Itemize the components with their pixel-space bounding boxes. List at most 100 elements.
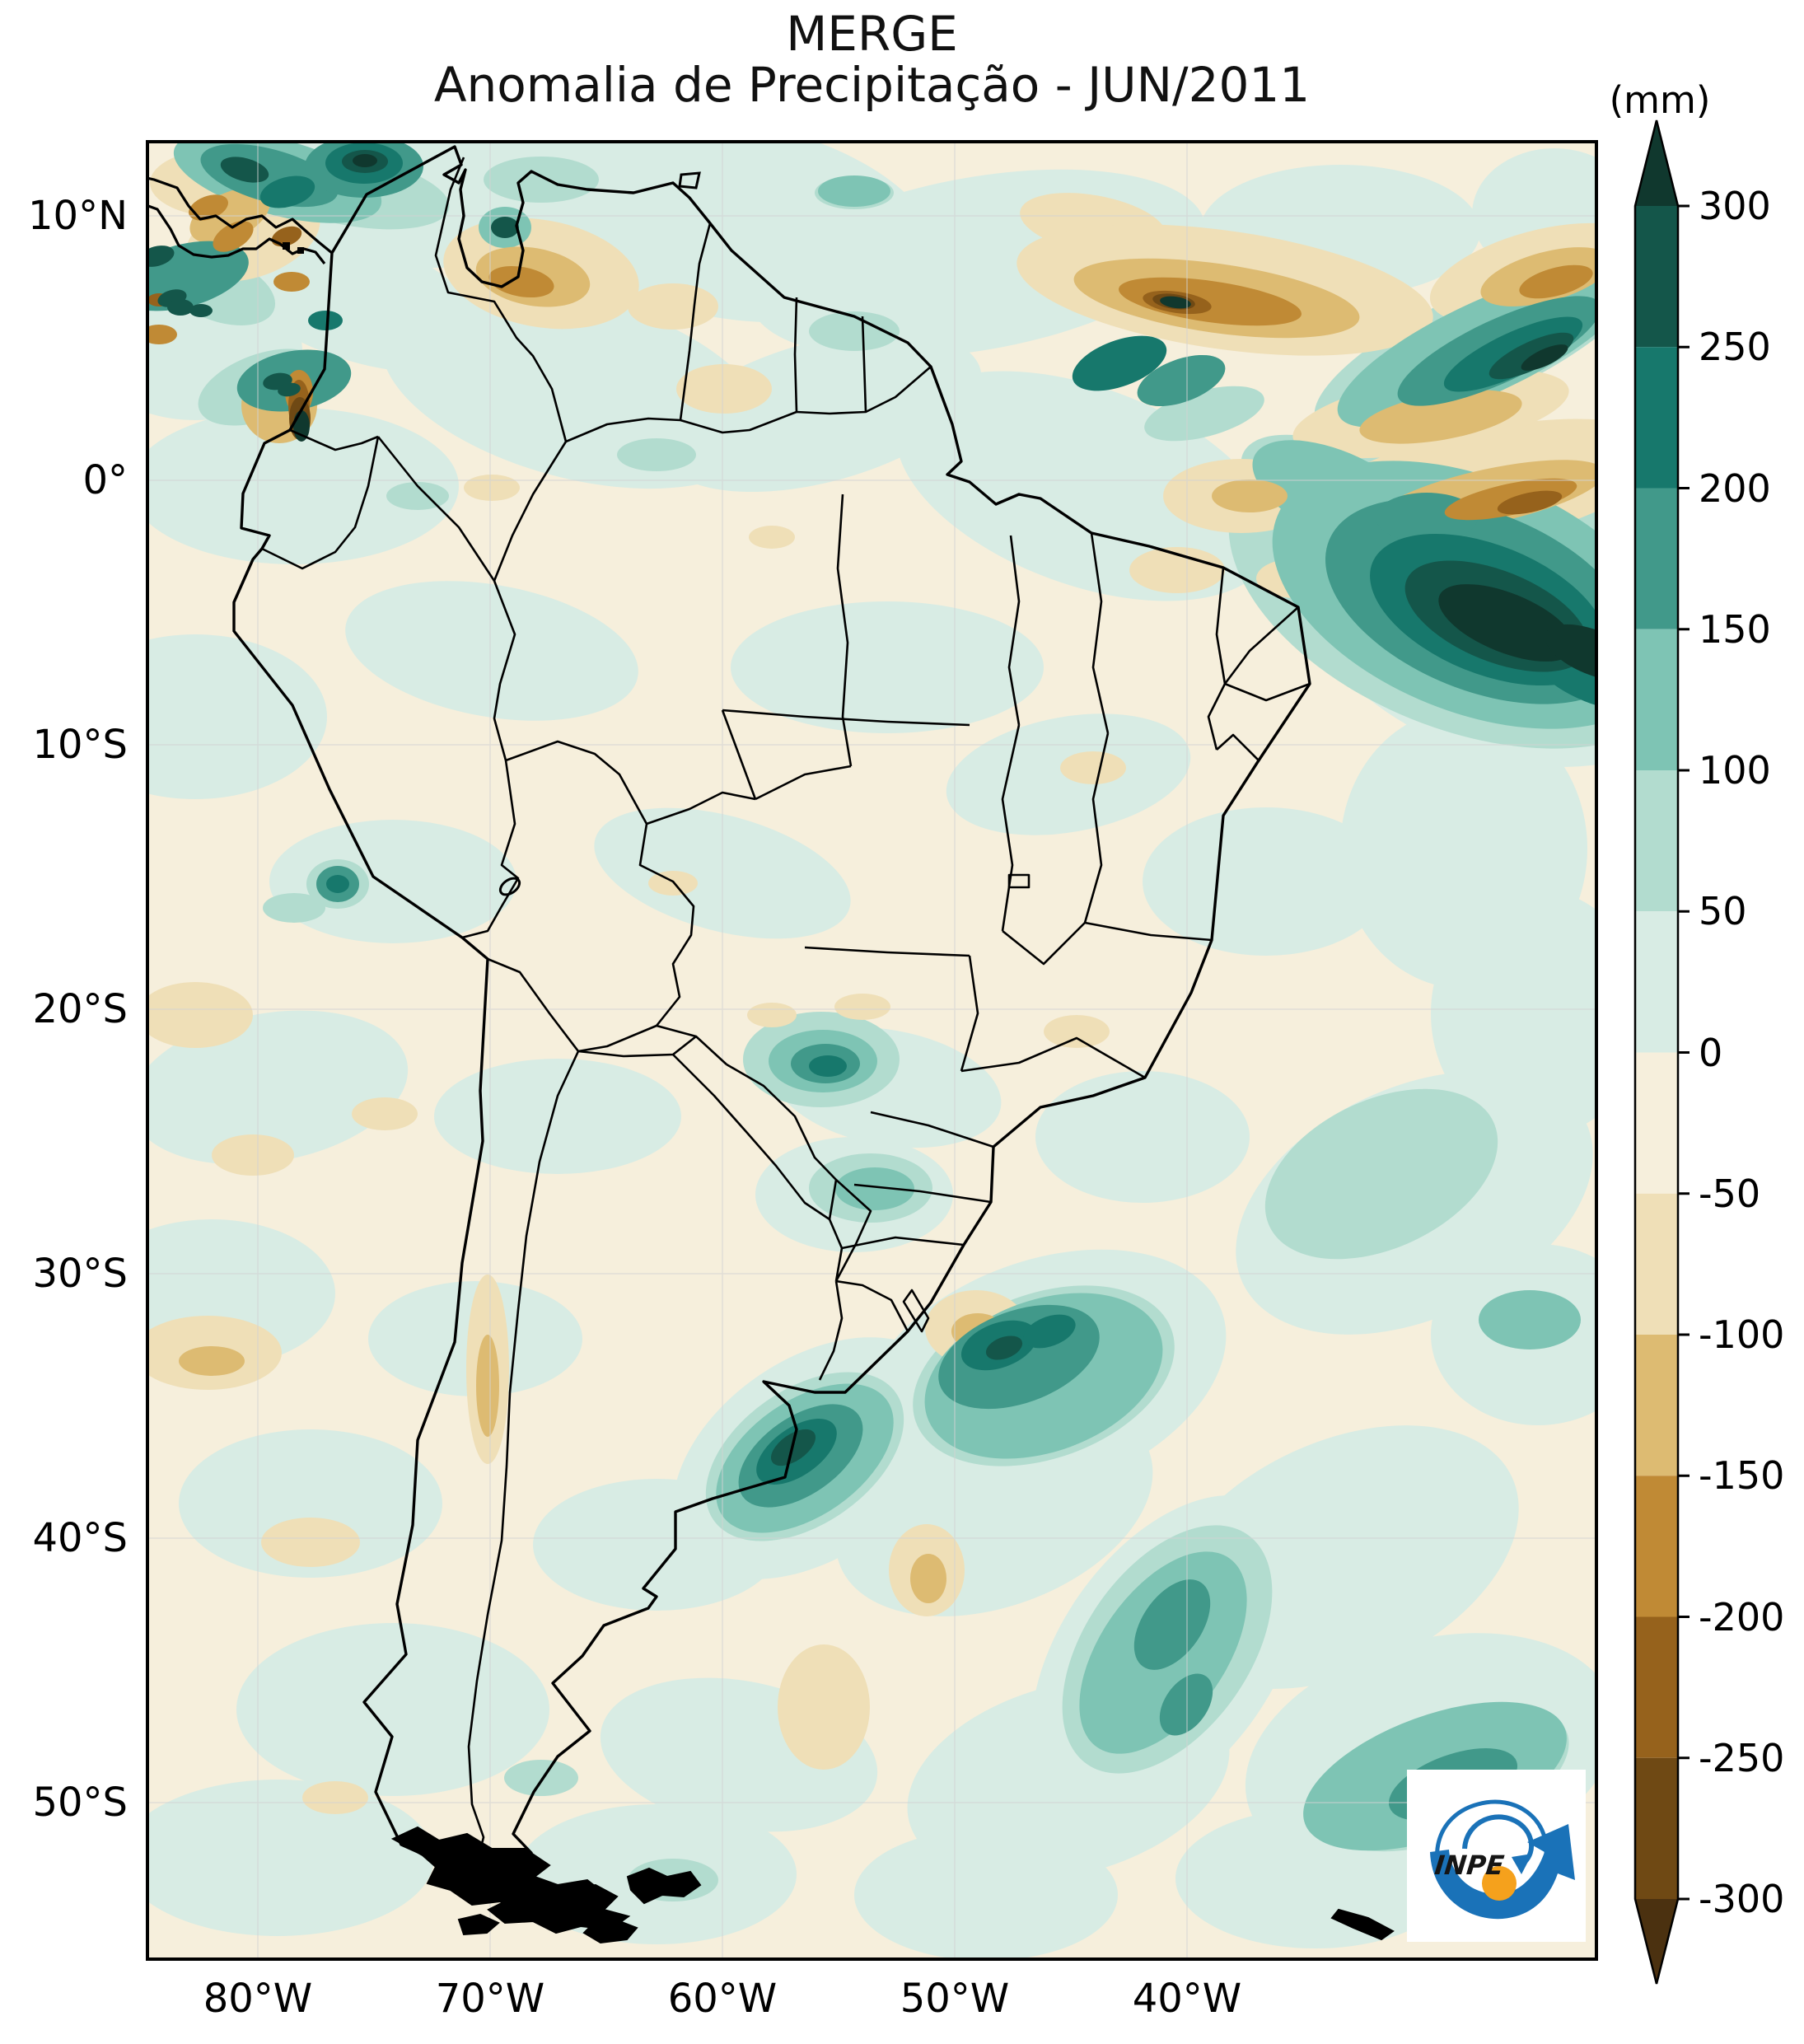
political-border	[804, 946, 970, 957]
political-border	[577, 1035, 697, 1058]
anomaly-contour-blob	[261, 1518, 360, 1567]
lake-titicaca	[498, 877, 521, 896]
political-border	[577, 1024, 657, 1053]
anomaly-contour-blob	[308, 311, 343, 330]
anomaly-contour-blob	[259, 175, 315, 208]
political-border	[672, 1054, 844, 1282]
political-border	[434, 157, 568, 442]
anomaly-contour-blob	[220, 157, 269, 183]
logo-outer-swirl	[1435, 1799, 1549, 1897]
political-border	[861, 316, 867, 413]
panama-lake-mark	[297, 247, 304, 254]
map-panel	[146, 140, 1598, 1961]
political-border	[1215, 567, 1227, 685]
political-border	[1223, 606, 1299, 685]
colorbar-segment	[1635, 206, 1678, 348]
y-axis-label-0: 0°	[82, 457, 128, 503]
political-border	[834, 1179, 872, 1282]
political-border	[755, 765, 852, 801]
anomaly-contour-blob	[269, 820, 516, 943]
anomaly-contour-blob	[1497, 490, 1563, 515]
colorbar-tick-label: -50	[1699, 1172, 1761, 1216]
map-border	[146, 140, 1598, 1961]
colorbar-tick-label: 250	[1699, 325, 1771, 369]
colorbar-tick-label: 50	[1699, 889, 1747, 933]
anomaly-contour-blob	[352, 1097, 418, 1130]
anomaly-contour-blob	[1438, 584, 1575, 662]
political-border	[841, 1236, 965, 1250]
anomaly-contour-blob	[985, 1335, 1023, 1360]
anomaly-contour-blob	[146, 408, 459, 564]
colorbar-tick-label: -300	[1699, 1877, 1785, 1921]
anomaly-contour-blob	[835, 1167, 914, 1210]
political-border	[818, 1280, 844, 1381]
anomaly-contour-blob	[212, 1134, 294, 1176]
colorbar-tick-label: -150	[1699, 1453, 1785, 1498]
x-axis-label-60w: 60°W	[667, 1976, 778, 2022]
anomaly-contour-blob	[236, 1623, 549, 1796]
graticule	[146, 140, 1598, 1961]
political-border	[722, 709, 970, 727]
anomaly-contour-blob	[345, 581, 638, 721]
political-border	[836, 493, 853, 767]
colorbar	[1633, 119, 1689, 1985]
anomaly-contour-blob	[1035, 1071, 1250, 1203]
island-trinidad	[678, 171, 701, 189]
anomaly-contour-blob	[271, 226, 302, 247]
inpe-logo-icon: INPE	[1430, 1799, 1575, 1920]
colorbar-extend-above	[1635, 120, 1678, 206]
anomaly-contour-blob	[464, 475, 520, 501]
anomaly-contour-blob	[854, 1829, 1118, 1961]
anomaly-contour-blob	[809, 311, 900, 351]
anomaly-contour-blob	[1479, 1290, 1581, 1349]
y-axis-label-10s: 10°S	[32, 722, 128, 768]
southern-islands	[626, 1867, 702, 1905]
political-border	[487, 957, 580, 1052]
political-border	[1007, 535, 1021, 726]
logo-inner-swirl	[1462, 1814, 1534, 1864]
political-border	[960, 1036, 1146, 1079]
anomaly-contour-blob	[1133, 1579, 1211, 1670]
colorbar-tick-label: -200	[1699, 1595, 1785, 1639]
panama-lake-mark	[283, 242, 290, 250]
political-border	[853, 1183, 992, 1204]
colorbar-segment	[1635, 1757, 1678, 1899]
anomaly-contour-blob	[1212, 479, 1288, 512]
anomaly-contour-blob	[263, 893, 325, 923]
logo-arrow	[1430, 1824, 1575, 1920]
central-america-coast	[146, 176, 334, 255]
colorbar-segment	[1635, 1616, 1678, 1758]
anomaly-contour-blob	[749, 526, 795, 549]
anomaly-contour-blob	[476, 1335, 499, 1437]
anomaly-contour-blob	[617, 438, 696, 471]
anomaly-contour-blob	[179, 1346, 245, 1376]
anomaly-contour-blob	[146, 982, 253, 1048]
political-border	[467, 1050, 580, 1878]
anomaly-contour-blob	[1143, 807, 1390, 956]
anomaly-contour-blob	[747, 1003, 797, 1027]
colorbar-tick-label: 200	[1699, 466, 1771, 511]
colorbar-segment	[1635, 347, 1678, 489]
colorbar-segment	[1635, 1193, 1678, 1335]
anomaly-contour-blob	[809, 1055, 847, 1077]
political-border	[870, 1111, 994, 1148]
anomaly-contour-blob	[1060, 751, 1126, 784]
anomaly-contour-blob	[488, 265, 554, 298]
y-axis-label-10n: 10°N	[28, 193, 128, 239]
political-border	[1002, 922, 1086, 966]
precipitation-anomaly-map	[146, 140, 1598, 1961]
political-border	[1083, 732, 1110, 924]
anomaly-contour-blob	[146, 1780, 434, 1936]
colorbar-segment	[1635, 1052, 1678, 1194]
y-axis-label-50s: 50°S	[32, 1780, 128, 1826]
anomaly-contour-blob	[278, 382, 301, 397]
political-border	[726, 1063, 838, 1220]
y-axis-label-40s: 40°S	[32, 1515, 128, 1561]
colorbar-segment	[1635, 770, 1678, 912]
political-border	[1001, 724, 1021, 932]
anomaly-contour-blob	[818, 175, 890, 207]
colorbar-tick-label: 100	[1699, 748, 1771, 793]
anomaly-contour-blob	[491, 217, 519, 238]
anomaly-contour-blob	[146, 325, 177, 344]
southern-islands	[1330, 1908, 1395, 1941]
